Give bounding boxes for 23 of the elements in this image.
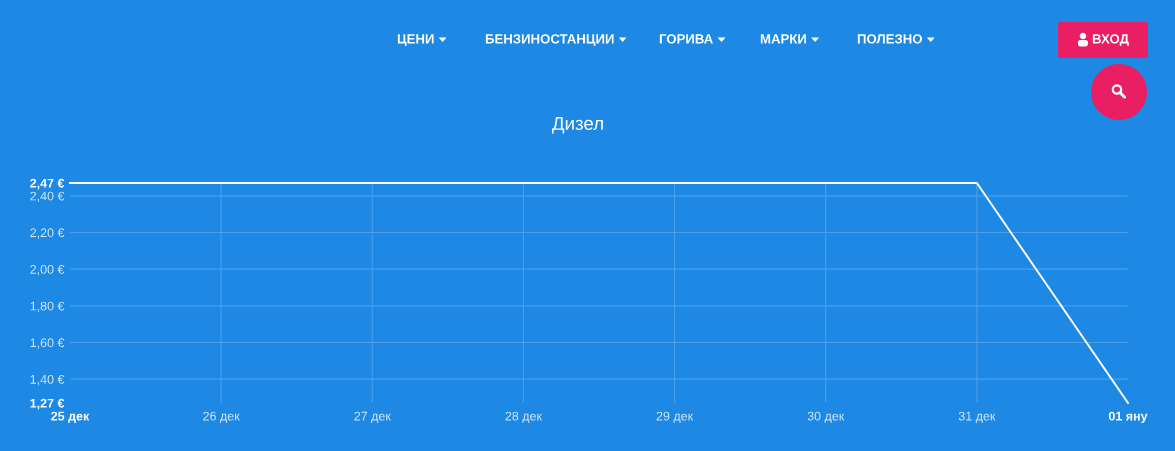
y-tick-label: 1,80 € (30, 301, 65, 312)
y-tick-label: 2,20 € (30, 228, 65, 239)
text: ЦЕНИ (397, 34, 434, 47)
y-tick-label: 1,27 € (30, 398, 65, 410)
x-tick-label: 25 дек (51, 411, 90, 423)
x-tick-label: 26 дек (203, 411, 240, 423)
text: ПОЛЕЗНО (857, 34, 922, 44)
text: ВХОД (1092, 34, 1129, 47)
x-tick-label: 27 дек (354, 411, 391, 423)
y-tick-label: 2,00 € (30, 264, 65, 276)
y-tick-label: 1,60 € (30, 338, 65, 349)
x-tick-label: 28 дек (505, 411, 543, 423)
y-tick-label: 2,40 € (30, 191, 65, 202)
x-tick-label: 29 дек (656, 411, 694, 423)
text: ГОРИВА (659, 34, 713, 44)
y-tick-label: 2,47 € (30, 178, 65, 190)
x-tick-label: 01 яну (1108, 411, 1148, 423)
x-tick-label: 31 дек (958, 411, 996, 423)
text: МАРКИ (760, 34, 806, 44)
text: БЕНЗИНОСТАНЦИИ (485, 34, 614, 47)
y-tick-label: 1,40 € (30, 374, 65, 386)
x-tick-label: 30 дек (807, 411, 845, 423)
chart-title: Дизел (551, 116, 603, 134)
